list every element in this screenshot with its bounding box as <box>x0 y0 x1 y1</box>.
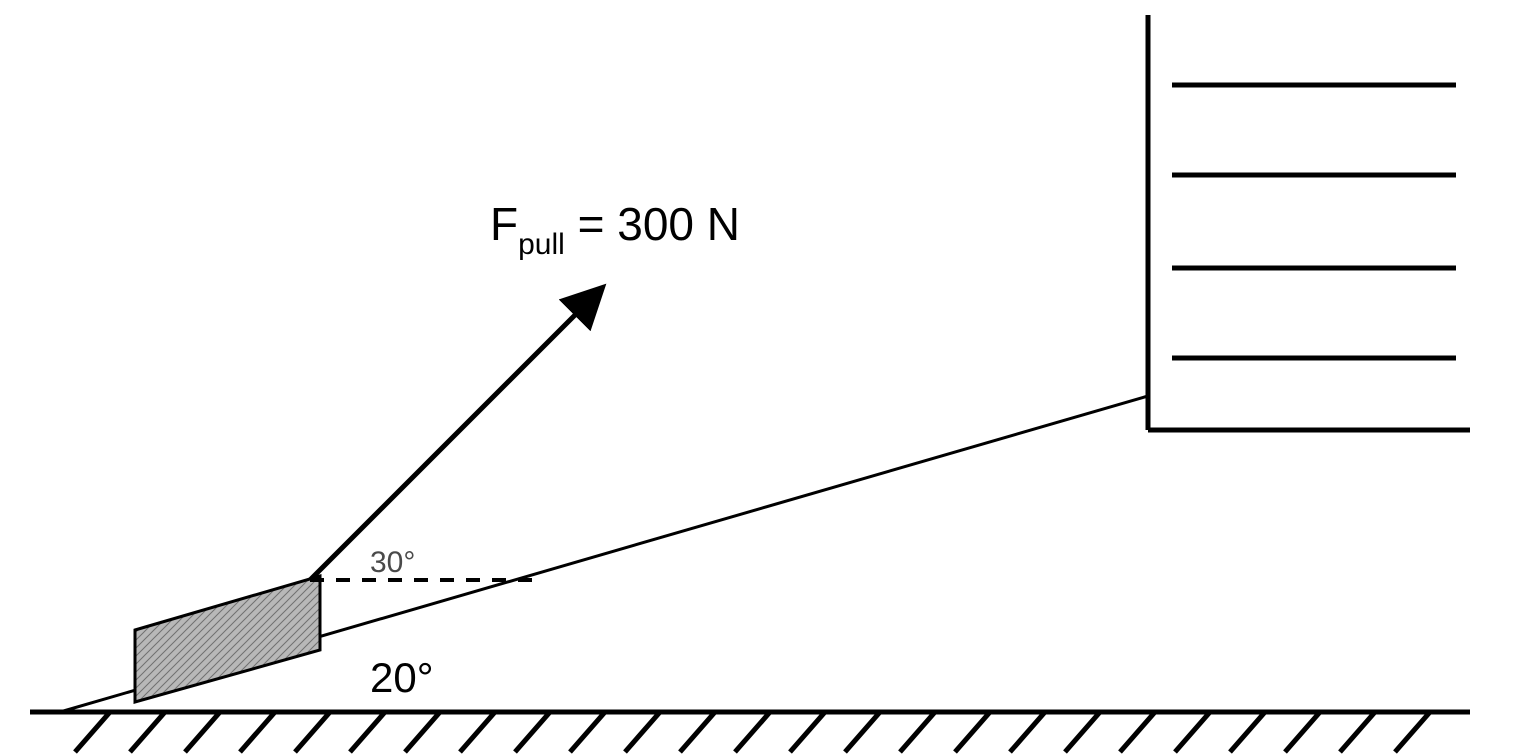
physics-diagram: Fpull = 300 N 30° 20° <box>0 0 1514 754</box>
block <box>135 576 320 702</box>
ground-hatch <box>75 712 1430 752</box>
platform-shelves <box>1148 85 1470 430</box>
force-arrow <box>310 290 600 580</box>
force-label: Fpull = 300 N <box>490 198 740 261</box>
angle-label-20: 20° <box>370 654 434 701</box>
angle-label-30: 30° <box>370 546 415 579</box>
